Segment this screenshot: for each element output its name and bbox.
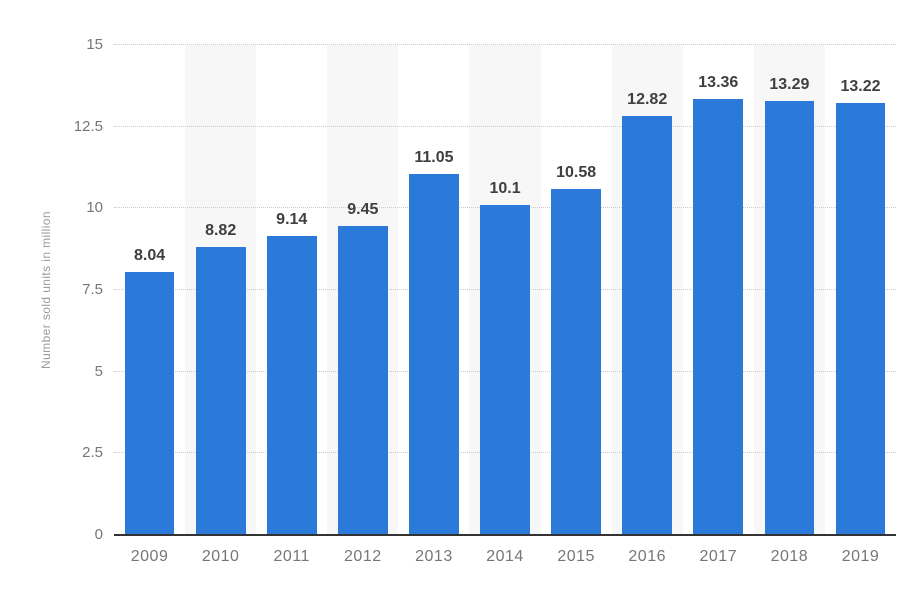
- plot-area: 8.04 2009 8.82 2010 9.14 2011 9.45 2012 11.05 201…: [114, 44, 896, 565]
- bar-value-label: 9.14: [276, 211, 308, 229]
- bar-value-label: 12.82: [627, 91, 668, 109]
- y-tick-label: 12.5: [73, 117, 103, 135]
- y-tick-label: 2.5: [82, 444, 103, 462]
- bar-value-label: 8.82: [205, 221, 237, 239]
- bar-column: 13.29 2018: [754, 45, 825, 565]
- bar-2009[interactable]: [124, 272, 175, 535]
- bar-column: 9.45 2012: [327, 45, 398, 565]
- bar-value-label: 13.22: [840, 78, 881, 96]
- bar-2010[interactable]: [195, 246, 246, 535]
- bars-layer: 8.04 2009 8.82 2010 9.14 2011 9.45 2012 11.05 201…: [114, 45, 896, 565]
- x-tick-label: 2010: [201, 548, 240, 565]
- bar-column: 13.22 2019: [825, 45, 896, 565]
- x-tick-label: 2019: [841, 548, 880, 565]
- bar-value-label: 13.36: [698, 73, 739, 91]
- bar-2019[interactable]: [835, 103, 886, 535]
- bar-column: 10.58 2015: [541, 45, 612, 565]
- bar-column: 13.36 2017: [683, 45, 754, 565]
- bar-value-label: 10.1: [489, 180, 521, 198]
- bar-2011[interactable]: [266, 236, 317, 535]
- gridline: [114, 44, 896, 45]
- bar-column: 11.05 2013: [398, 45, 469, 565]
- y-tick-label: 7.5: [82, 281, 103, 298]
- x-tick-label: 2016: [628, 548, 666, 565]
- bar-2013[interactable]: [409, 174, 459, 535]
- bar-2012[interactable]: [337, 226, 388, 535]
- x-tick-label: 2018: [770, 548, 809, 565]
- gridline: [114, 125, 896, 127]
- y-tick-label: 5: [94, 362, 103, 380]
- x-tick-label: 2012: [344, 548, 382, 565]
- bar-column: 8.82 2010: [185, 45, 256, 565]
- x-tick-label: 2011: [273, 548, 310, 565]
- bar-2018[interactable]: [764, 100, 815, 535]
- bar-2017[interactable]: [693, 98, 744, 535]
- y-tick-label: 15: [86, 36, 103, 53]
- bar-column: 8.04 2009: [114, 45, 185, 565]
- bar-column: 12.82 2016: [612, 45, 683, 565]
- x-tick-label: 2015: [557, 548, 595, 565]
- bar-value-label: 10.58: [556, 164, 597, 182]
- bar-value-label: 8.04: [133, 247, 166, 265]
- x-tick-label: 2017: [699, 548, 738, 565]
- x-tick-label: 2013: [415, 548, 453, 565]
- bar-2015[interactable]: [551, 189, 601, 535]
- bar-value-label: 11.05: [414, 149, 454, 167]
- bar-2014[interactable]: [480, 205, 530, 535]
- bar-value-label: 13.29: [769, 75, 810, 93]
- x-axis-line: [114, 534, 896, 536]
- x-tick-label: 2009: [130, 548, 169, 565]
- bar-column: 9.14 2011: [256, 45, 327, 565]
- bar-value-label: 9.45: [347, 201, 379, 219]
- x-tick-label: 2014: [486, 548, 524, 565]
- y-tick-label: 10: [86, 199, 103, 217]
- bar-column: 10.1 2014: [469, 45, 540, 565]
- bar-2016[interactable]: [622, 116, 673, 535]
- y-tick-label: 0: [94, 526, 103, 543]
